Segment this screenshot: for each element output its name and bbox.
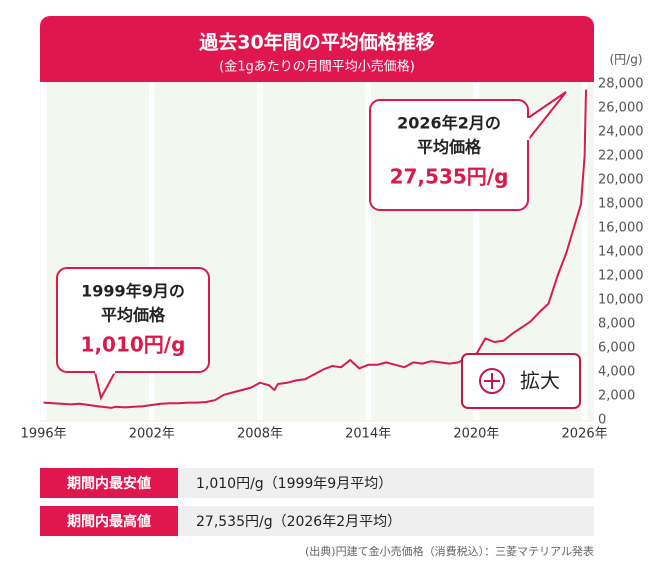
y-tick-label: 28,000 [598, 77, 644, 92]
price-line [43, 89, 587, 409]
title-bar [40, 16, 594, 82]
y-tick-label: 2,000 [598, 389, 635, 404]
callout-value: 27,535円/g [390, 165, 509, 189]
x-tick-label: 2008年 [237, 427, 283, 442]
x-tick-label: 2026年 [562, 427, 608, 442]
zoom-label[interactable]: 拡大 [520, 369, 560, 393]
callout-box [369, 99, 529, 211]
x-tick-label: 1996年 [21, 427, 67, 442]
x-tick-label: 2002年 [129, 427, 175, 442]
table: 期間内最安値 1,010円/g（1999年9月平均） 期間内最高値 27,535円/g… [40, 468, 594, 536]
y-tick-label: 6,000 [598, 341, 635, 356]
zoom-icon-plus [484, 373, 500, 389]
chart-subtitle: (金1gあたりの月間平均小売価格) [219, 59, 415, 75]
y-tick-label: 16,000 [598, 221, 644, 236]
table-header: 期間内最安値 [67, 475, 151, 492]
y-unit-label: (円/g) [609, 53, 642, 67]
annotations: 1999年9月の平均価格1,010円/g2026年2月の平均価格27,535円/… [56, 91, 567, 401]
table-cell: 27,535円/g（2026年2月平均） [196, 514, 401, 530]
zoom-icon [479, 368, 505, 394]
x-tick-label: 2020年 [453, 427, 499, 442]
y-tick-label: 12,000 [598, 269, 644, 284]
y-tick-label: 22,000 [598, 149, 644, 164]
y-tick-label: 8,000 [598, 317, 635, 332]
callout-text: 平均価格 [101, 306, 166, 325]
callout-value: 1,010円/g [81, 333, 186, 357]
y-tick-label: 0 [598, 413, 606, 428]
y-tick-label: 24,000 [598, 125, 644, 140]
table-cell: 1,010円/g（1999年9月平均） [196, 476, 392, 492]
chart-title: 過去30年間の平均価格推移 [199, 31, 434, 54]
x-tick-label: 2014年 [345, 427, 391, 442]
table-header: 期間内最高値 [67, 513, 151, 530]
y-tick-label: 18,000 [598, 197, 644, 212]
y-tick-label: 20,000 [598, 173, 644, 188]
callout-text: 2026年2月の [397, 114, 501, 133]
source-note: (出典)円建て金小売価格（消費税込）：三菱マテリアル発表 [305, 544, 594, 558]
y-tick-label: 26,000 [598, 101, 644, 116]
table-header-cell [40, 468, 178, 498]
callout-text: 平均価格 [417, 138, 482, 157]
callout-box [56, 267, 210, 373]
series [43, 89, 587, 409]
callout-text: 1999年9月の [81, 282, 185, 301]
y-tick-label: 4,000 [598, 365, 635, 380]
y-tick-label: 14,000 [598, 245, 644, 260]
zoom-button-box[interactable] [461, 353, 581, 409]
zoom-button[interactable]: 拡大 [461, 353, 581, 409]
y-tick-label: 10,000 [598, 293, 644, 308]
table-header-cell [40, 506, 178, 536]
